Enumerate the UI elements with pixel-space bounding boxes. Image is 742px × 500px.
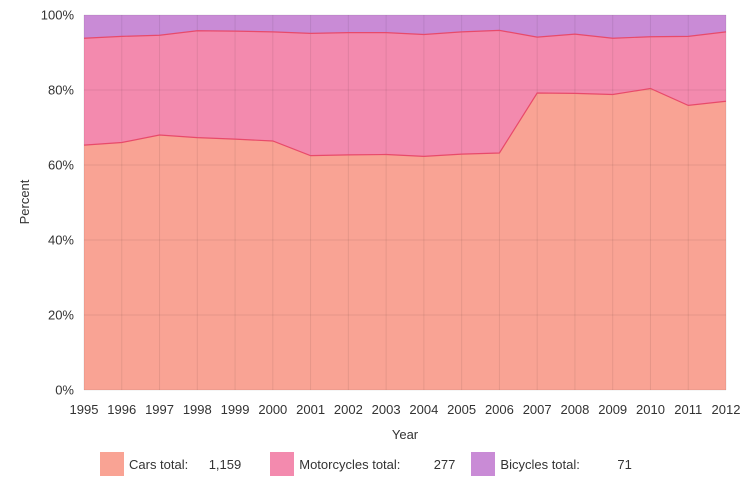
x-tick-label: 2001: [296, 402, 325, 417]
legend-swatch-motorcycles: [270, 452, 295, 476]
area-bicyclestotal: [84, 15, 726, 39]
line-top-carstotal: [83, 87, 727, 157]
x-tick-label: 2011: [674, 402, 702, 417]
x-tick-label: 2009: [598, 402, 627, 417]
x-tick-label: 1997: [145, 402, 174, 417]
x-tick-label: 1998: [183, 402, 212, 417]
x-tick-label: 2003: [372, 402, 401, 417]
legend: Cars total: 1,159 Motorcycles total: 277…: [100, 451, 632, 477]
x-tick-label: 2012: [712, 402, 741, 417]
x-tick-label: 2000: [258, 402, 287, 417]
legend-value-motorcycles: 277: [433, 456, 456, 472]
legend-label-cars: Cars total:: [129, 456, 189, 472]
legend-item-motorcycles[interactable]: Motorcycles total: 277: [270, 452, 455, 476]
line-top-motorcyclestotal: [83, 29, 727, 39]
x-tick-label: 1996: [107, 402, 136, 417]
y-tick-label: 60%: [48, 158, 74, 173]
x-tick-label: 2002: [334, 402, 363, 417]
x-tick-label: 2010: [636, 402, 665, 417]
y-tick-label: 80%: [48, 83, 74, 98]
series-lines: [83, 29, 727, 157]
legend-swatch-cars: [100, 452, 124, 476]
legend-swatch-bicycles: [471, 452, 496, 476]
x-tick-label: 1995: [70, 402, 99, 417]
x-tick-label: 2004: [409, 402, 438, 417]
y-axis-tick-labels: 0% 20% 40% 60% 80% 100%: [41, 8, 75, 398]
legend-label-motorcycles: Motorcycles total:: [299, 456, 401, 472]
legend-item-cars[interactable]: Cars total: 1,159: [100, 452, 241, 476]
area-carstotal: [84, 88, 726, 390]
x-tick-label: 2006: [485, 402, 514, 417]
legend-item-bicycles[interactable]: Bicycles total: 71: [471, 452, 632, 476]
legend-value-cars: 1,159: [208, 456, 242, 472]
plot-area: [84, 15, 726, 390]
x-tick-label: 2007: [523, 402, 552, 417]
legend-value-bicycles: 71: [617, 456, 632, 472]
x-tick-label: 2005: [447, 402, 476, 417]
x-axis-tick-labels: 1995 1996 1997 1998 1999 2000 2001 2002 2003 2004…: [70, 402, 741, 417]
y-tick-label: 100%: [41, 8, 75, 23]
x-tick-label: 2008: [560, 402, 589, 417]
area-motorcyclestotal: [84, 30, 726, 157]
x-tick-label: 1999: [221, 402, 250, 417]
y-tick-label: 0%: [55, 383, 74, 398]
legend-label-bicycles: Bicycles total:: [500, 456, 580, 472]
y-axis-title: Percent: [17, 179, 32, 224]
y-tick-label: 40%: [48, 233, 74, 248]
x-axis-title: Year: [392, 427, 419, 442]
y-tick-label: 20%: [48, 308, 74, 323]
grid-lines: [83, 14, 727, 391]
